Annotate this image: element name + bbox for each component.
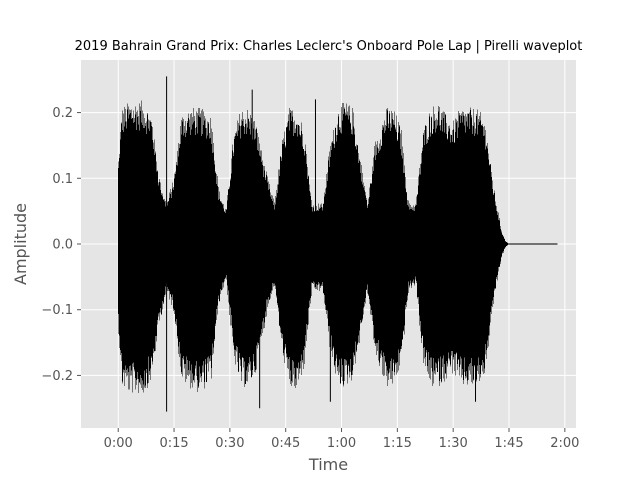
x-tick-label: 2:00 [550, 436, 579, 451]
y-tick-label: 0.1 [52, 172, 73, 187]
x-tick-label: 0:00 [104, 436, 133, 451]
x-axis-ticks: 0:00 0:15 0:30 0:45 1:00 1:15 1:30 1:45 2:00 [104, 428, 579, 451]
x-tick-label: 0:45 [271, 436, 300, 451]
y-tick-label: −0.1 [41, 303, 73, 318]
x-tick-label: 0:30 [215, 436, 244, 451]
y-tick-label: −0.2 [41, 369, 73, 384]
y-axis-label: Amplitude [11, 203, 30, 285]
chart-title: 2019 Bahrain Grand Prix: Charles Leclerc… [75, 39, 583, 54]
x-tick-label: 1:45 [494, 436, 523, 451]
y-tick-label: 0.2 [52, 106, 73, 121]
y-axis-ticks: −0.2 −0.1 0.0 0.1 0.2 [41, 106, 81, 384]
x-tick-label: 1:00 [327, 436, 356, 451]
y-tick-label: 0.0 [52, 238, 73, 253]
waveform-layer [117, 76, 558, 412]
x-tick-label: 1:30 [439, 436, 468, 451]
x-tick-label: 1:15 [383, 436, 412, 451]
x-tick-label: 0:15 [159, 436, 188, 451]
x-axis-label: Time [308, 455, 348, 474]
